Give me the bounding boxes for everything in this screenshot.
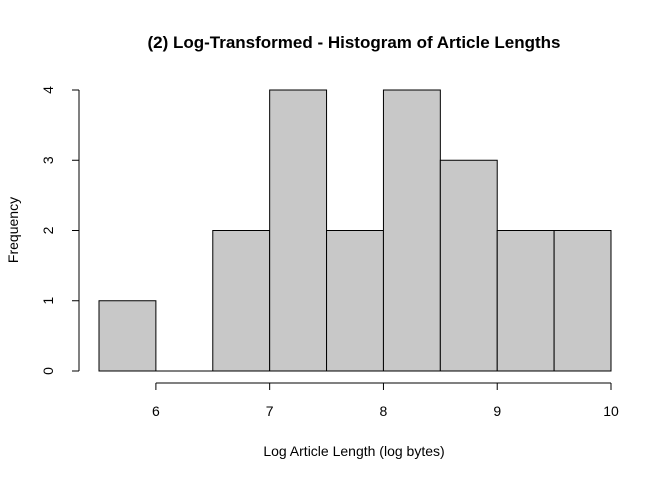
histogram-bar [439,159,498,372]
x-tick-label: 10 [603,403,619,419]
histogram-bar [269,89,328,372]
x-tick-label: 6 [152,403,160,419]
histogram-bar [553,230,612,372]
chart-title: (2) Log-Transformed - Histogram of Artic… [147,33,560,52]
x-axis-label: Log Article Length (log bytes) [263,443,444,459]
y-tick-label: 1 [40,297,56,305]
y-tick-label: 4 [40,86,56,94]
y-tick-label: 3 [40,156,56,164]
histogram-bar [212,230,271,372]
y-tick-label: 2 [40,226,56,234]
x-axis: 6 7 8 9 10 [152,382,619,419]
y-axis: 0 1 2 3 4 [40,86,80,375]
histogram-bar [382,89,441,372]
histogram-bar [326,230,384,372]
bars-group [98,89,612,372]
histogram-bar [496,230,555,372]
y-tick-label: 0 [40,367,56,375]
histogram-bar [98,300,157,372]
x-tick-label: 8 [380,403,388,419]
y-axis-label: Frequency [5,197,21,263]
x-tick-label: 7 [266,403,274,419]
x-tick-label: 9 [493,403,501,419]
